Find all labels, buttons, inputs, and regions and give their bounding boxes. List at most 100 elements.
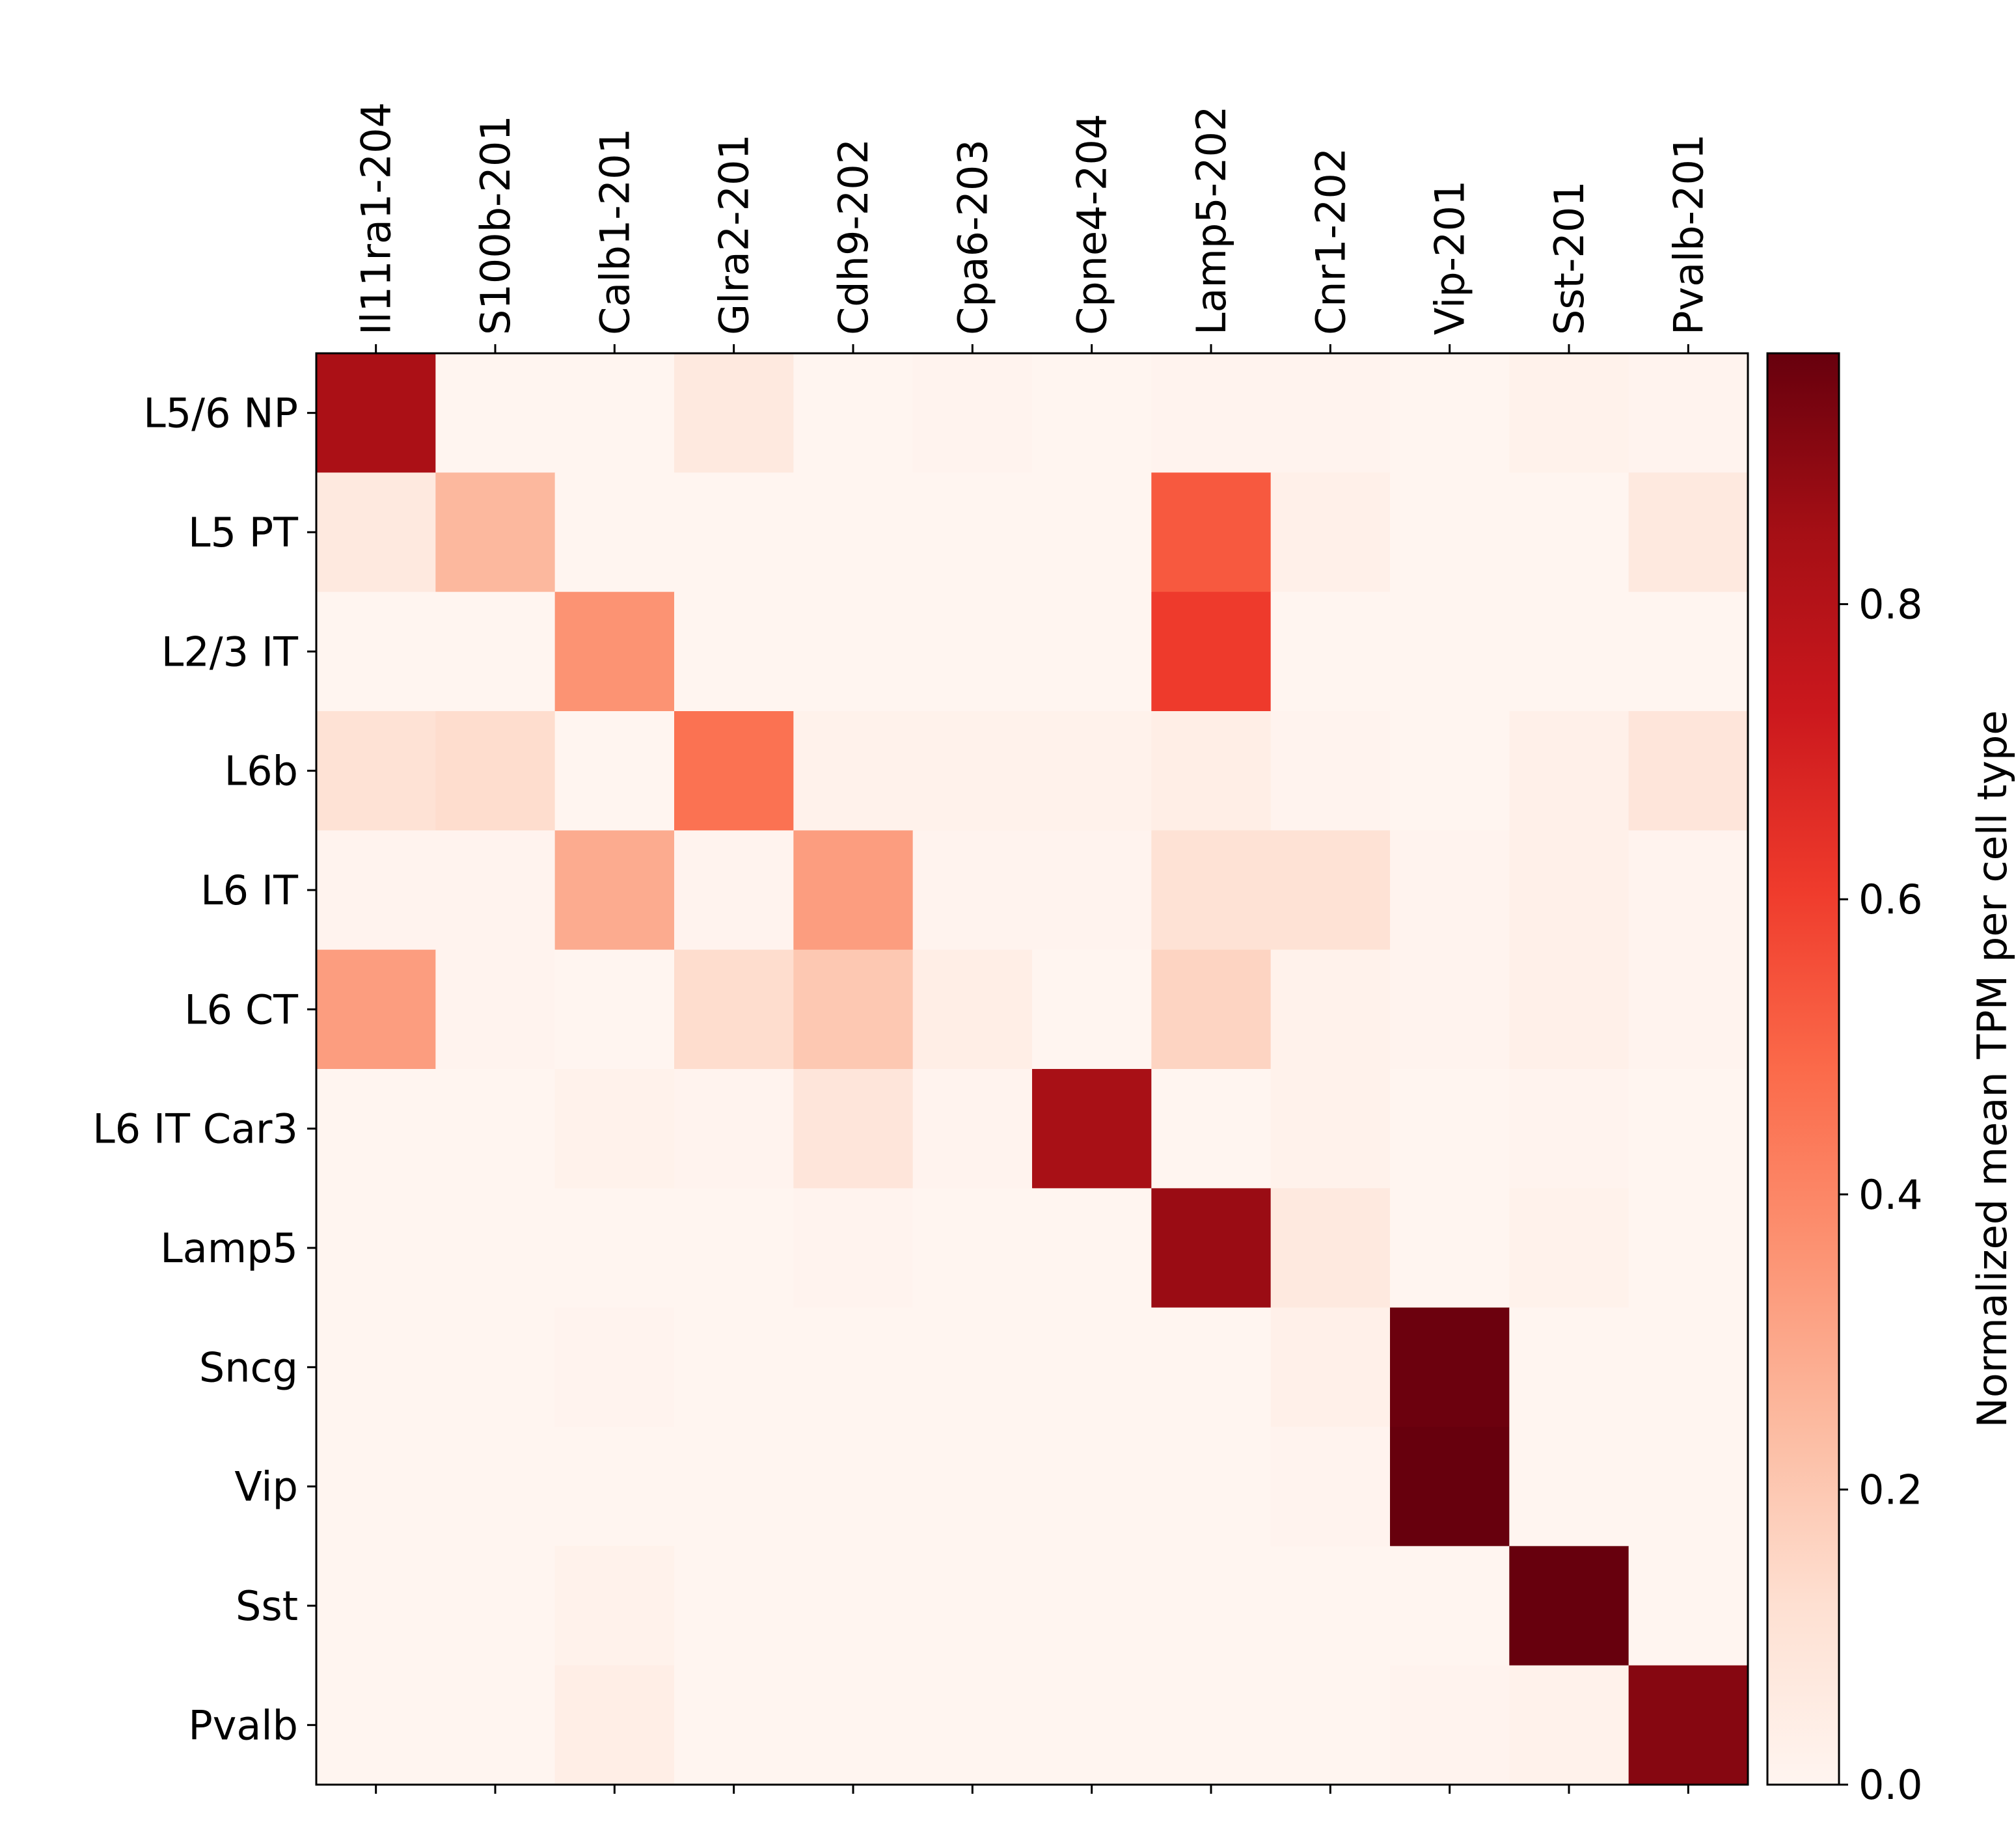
heatmap-cell <box>1032 1546 1152 1666</box>
heatmap-cell <box>793 1665 914 1785</box>
heatmap-cell <box>1628 353 1749 473</box>
heatmap-cell <box>435 1546 556 1666</box>
heatmap-cell <box>1509 711 1629 831</box>
heatmap-cell <box>316 1665 436 1785</box>
column-label: Il11ra1-204 <box>353 102 400 335</box>
heatmap-cell <box>435 1188 556 1308</box>
heatmap-cell <box>1270 949 1391 1070</box>
heatmap-cell <box>1032 830 1152 951</box>
heatmap-cell <box>674 711 794 831</box>
heatmap-cell <box>316 1069 436 1189</box>
row-label: Sst <box>236 1582 298 1630</box>
heatmap-cell <box>674 1069 794 1189</box>
heatmap-cell <box>1628 1069 1749 1189</box>
heatmap-cell <box>674 1665 794 1785</box>
heatmap-cell <box>1032 472 1152 593</box>
heatmap-cell <box>1390 830 1510 951</box>
heatmap-cell <box>554 711 675 831</box>
heatmap-cell <box>912 1546 1033 1666</box>
heatmap-cell <box>554 353 675 473</box>
heatmap-cell <box>554 1307 675 1427</box>
heatmap-cell <box>912 353 1033 473</box>
column-labels: Il11ra1-204 S100b-201 Calb1-201 Glra2-201 Cd… <box>353 102 1712 353</box>
heatmap-cell <box>435 1427 556 1547</box>
heatmap-cell <box>1270 1665 1391 1785</box>
heatmap-cell <box>1270 1427 1391 1547</box>
heatmap-cell <box>1628 1307 1749 1427</box>
heatmap-cell <box>793 1427 914 1547</box>
heatmap-cell <box>1390 1427 1510 1547</box>
heatmap-cell <box>1509 1427 1629 1547</box>
colorbar <box>1766 352 1840 1786</box>
row-label: L6 IT <box>200 867 299 914</box>
heatmap-cell <box>554 472 675 593</box>
heatmap-cell <box>1270 1069 1391 1189</box>
heatmap-cell <box>1032 353 1152 473</box>
heatmap-cell <box>554 591 675 712</box>
heatmap-cell <box>793 1307 914 1427</box>
heatmap-cell <box>1390 1546 1510 1666</box>
heatmap-cell <box>793 472 914 593</box>
heatmap-cell <box>1270 591 1391 712</box>
column-label: Cpne4-204 <box>1069 114 1116 335</box>
heatmap-cell <box>1151 830 1272 951</box>
heatmap-cell <box>1390 1665 1510 1785</box>
column-label: Cdh9-202 <box>830 139 877 335</box>
heatmap-cell <box>674 830 794 951</box>
heatmap-cell <box>316 1546 436 1666</box>
heatmap-cell <box>1509 1307 1629 1427</box>
heatmap-cell <box>674 472 794 593</box>
heatmap-cell <box>316 711 436 831</box>
heatmap-cell <box>793 1069 914 1189</box>
heatmap-cell <box>1390 591 1510 712</box>
heatmap-cell <box>1270 711 1391 831</box>
heatmap-cell <box>435 353 556 473</box>
heatmap-cell <box>1151 949 1272 1070</box>
row-label: Vip <box>234 1463 298 1511</box>
heatmap-cell <box>1151 1069 1272 1189</box>
heatmap-cell <box>316 949 436 1070</box>
column-label: Vip-201 <box>1426 180 1474 335</box>
colorbar-tick-label: 0.4 <box>1859 1171 1923 1219</box>
heatmap-cell <box>1628 591 1749 712</box>
colorbar-tick-label: 0.2 <box>1859 1466 1923 1513</box>
heatmap-cell <box>1270 1307 1391 1427</box>
heatmap-cell <box>674 1307 794 1427</box>
heatmap-cell <box>1270 1188 1391 1308</box>
heatmap-cell <box>435 591 556 712</box>
column-label: Pvalb-201 <box>1665 134 1712 335</box>
heatmap-cell <box>1509 353 1629 473</box>
heatmap-cell <box>1151 1307 1272 1427</box>
heatmap-cell <box>793 591 914 712</box>
heatmap-cell <box>1151 353 1272 473</box>
heatmap-cell <box>1151 711 1272 831</box>
heatmap-cell <box>1270 830 1391 951</box>
row-label: L5/6 NP <box>143 390 298 437</box>
heatmap-cell <box>912 1307 1033 1427</box>
bottom-tick-marks <box>375 1785 1689 1794</box>
heatmap-cell <box>554 1546 675 1666</box>
heatmap-cell <box>1509 830 1629 951</box>
heatmap-cell <box>674 591 794 712</box>
colorbar-label: Normalized mean TPM per cell type <box>1968 710 2016 1428</box>
heatmap-cell <box>1390 1307 1510 1427</box>
row-label: L6 IT Car3 <box>92 1105 298 1153</box>
heatmap-cell <box>912 472 1033 593</box>
heatmap-cell <box>316 353 436 473</box>
colorbar-tick-label: 0.6 <box>1859 876 1923 923</box>
heatmap-cell <box>1151 1546 1272 1666</box>
heatmap-cell <box>793 1188 914 1308</box>
column-label: Calb1-201 <box>591 128 638 335</box>
heatmap-cell <box>554 1069 675 1189</box>
heatmap-cell <box>1390 1188 1510 1308</box>
colorbar-ticks: 0.0 0.2 0.4 0.6 0.8 <box>1839 581 1923 1809</box>
heatmap-cell <box>1509 949 1629 1070</box>
colorbar-tick-label: 0.0 <box>1859 1761 1923 1809</box>
heatmap-cell <box>793 949 914 1070</box>
heatmap-cell <box>1390 1069 1510 1189</box>
heatmap-cell <box>674 1546 794 1666</box>
heatmap-cell <box>554 1665 675 1785</box>
heatmap-cell <box>912 1188 1033 1308</box>
heatmap-cell <box>793 830 914 951</box>
heatmap-cell <box>1509 1665 1629 1785</box>
